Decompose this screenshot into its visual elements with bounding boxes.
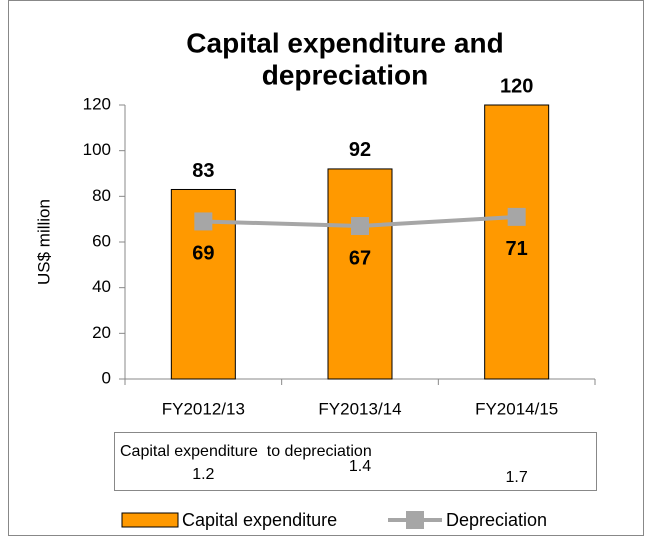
chart-title: Capital expenditure and <box>186 27 503 58</box>
line-marker <box>507 207 526 226</box>
legend-label: Capital expenditure <box>182 510 337 530</box>
ratio-value: 1.7 <box>506 469 528 486</box>
ratio-value: 1.4 <box>349 458 371 475</box>
y-tick-label: 40 <box>92 277 111 296</box>
y-tick-label: 60 <box>92 231 111 250</box>
chart-title: depreciation <box>262 59 428 90</box>
ratio-value: 1.2 <box>192 466 214 483</box>
bar-value-label: 83 <box>192 160 214 182</box>
y-tick-label: 120 <box>83 94 111 113</box>
bar-value-label: 120 <box>500 75 533 97</box>
line-marker <box>351 217 369 236</box>
ratio-box <box>114 432 597 491</box>
line-value-label: 67 <box>349 247 371 269</box>
line-value-label: 71 <box>506 238 528 260</box>
y-tick-label: 0 <box>102 368 111 387</box>
line-value-label: 69 <box>192 243 214 265</box>
bar-value-label: 92 <box>349 139 371 161</box>
x-tick-label: FY2012/13 <box>162 399 245 418</box>
y-axis-label: US$ million <box>34 199 53 285</box>
y-tick-label: 80 <box>92 186 111 205</box>
legend-swatch <box>406 511 424 529</box>
legend-swatch <box>121 512 179 528</box>
line-marker <box>194 212 213 231</box>
ratio-label: Capital expenditure to depreciation <box>120 443 372 460</box>
bar <box>484 104 550 380</box>
x-tick-label: FY2013/14 <box>318 399 401 418</box>
bar <box>327 168 393 380</box>
y-tick-label: 20 <box>92 323 111 342</box>
y-tick-label: 100 <box>83 140 111 159</box>
legend-label: Depreciation <box>446 510 547 530</box>
x-tick-label: FY2014/15 <box>475 399 558 418</box>
